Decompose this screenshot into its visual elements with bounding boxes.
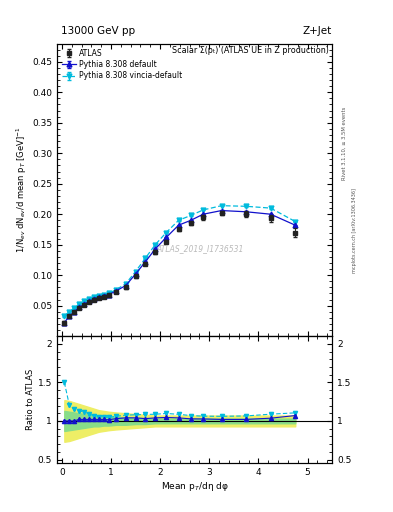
- X-axis label: Mean p$_{T}$/dη dφ: Mean p$_{T}$/dη dφ: [161, 480, 228, 493]
- Text: Rivet 3.1.10, ≥ 3.5M events: Rivet 3.1.10, ≥ 3.5M events: [342, 106, 347, 180]
- Text: mcplots.cern.ch [arXiv:1306.3436]: mcplots.cern.ch [arXiv:1306.3436]: [352, 188, 357, 273]
- Text: Z+Jet: Z+Jet: [302, 26, 331, 36]
- Text: 13000 GeV pp: 13000 GeV pp: [61, 26, 135, 36]
- Legend: ATLAS, Pythia 8.308 default, Pythia 8.308 vincia-default: ATLAS, Pythia 8.308 default, Pythia 8.30…: [61, 47, 184, 82]
- Text: Scalar Σ(pₜ) (ATLAS UE in Z production): Scalar Σ(pₜ) (ATLAS UE in Z production): [173, 47, 329, 55]
- Y-axis label: Ratio to ATLAS: Ratio to ATLAS: [26, 369, 35, 431]
- Text: ATLAS_2019_I1736531: ATLAS_2019_I1736531: [156, 244, 244, 253]
- Y-axis label: 1/N$_{ev}$ dN$_{ev}$/d mean p$_T$ [GeV]$^{-1}$: 1/N$_{ev}$ dN$_{ev}$/d mean p$_T$ [GeV]$…: [15, 126, 29, 253]
